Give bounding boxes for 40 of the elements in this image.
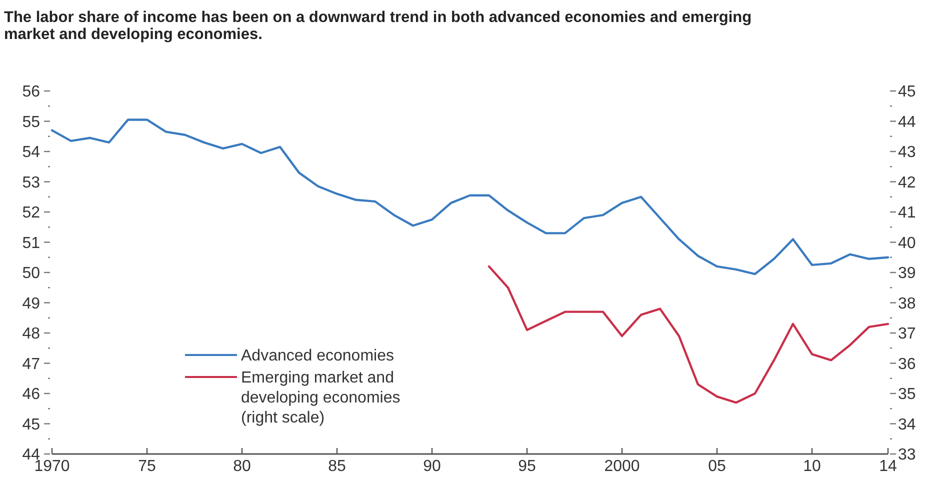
x-tick-label: 95: [518, 458, 536, 475]
y2-tick-label: 39: [898, 265, 916, 282]
y-tick-label: 52: [22, 204, 40, 222]
y-tick-label: 50: [22, 265, 40, 282]
y-tick-label: 47: [22, 356, 40, 373]
y2-tick-label: 36: [898, 356, 916, 373]
y2-tick-label: 35: [898, 386, 916, 404]
y2-tick-label: 43: [898, 144, 916, 162]
y2-tick-label: 38: [898, 295, 916, 312]
x-tick-label: 90: [423, 458, 441, 475]
y-tick-label: 46: [22, 386, 40, 404]
x-tick-label: 14: [879, 458, 897, 475]
legend-label: Emerging market and developing economies (right scale): [241, 370, 400, 427]
y-tick-label: 55: [22, 114, 40, 131]
x-tick-label: 80: [233, 458, 251, 475]
y2-tick-label: 33: [898, 446, 916, 464]
x-tick-label: 1970: [34, 458, 70, 475]
chart-title: The labor share of income has been on a downward trend in both advanced economies and emerging market and developing economies.: [4, 9, 752, 43]
x-tick-label: 2000: [604, 458, 640, 475]
y-tick-label: 56: [22, 84, 40, 101]
x-tick-label: 10: [803, 458, 821, 475]
line-series: [50, 118, 890, 276]
y2-tick-label: 41: [898, 204, 916, 222]
x-tick-label: 75: [138, 458, 156, 475]
y2-tick-label: 40: [898, 234, 916, 252]
y-tick-label: 53: [22, 174, 40, 192]
y2-tick-label: 34: [898, 416, 916, 434]
y-tick-label: 51: [22, 234, 40, 252]
legend-label: Advanced economies: [241, 348, 394, 365]
y-tick-label: 49: [22, 295, 40, 312]
x-tick-label: 05: [708, 458, 726, 475]
x-tick-label: 85: [328, 458, 346, 475]
y-tick-label: 45: [22, 416, 40, 434]
y-tick-label: 54: [22, 144, 40, 162]
line-series: [488, 265, 890, 404]
y2-tick-label: 37: [898, 326, 916, 343]
y2-tick-label: 45: [898, 84, 916, 101]
y2-tick-label: 42: [898, 174, 916, 192]
y-tick-label: 48: [22, 326, 40, 343]
y2-tick-label: 44: [898, 114, 916, 131]
